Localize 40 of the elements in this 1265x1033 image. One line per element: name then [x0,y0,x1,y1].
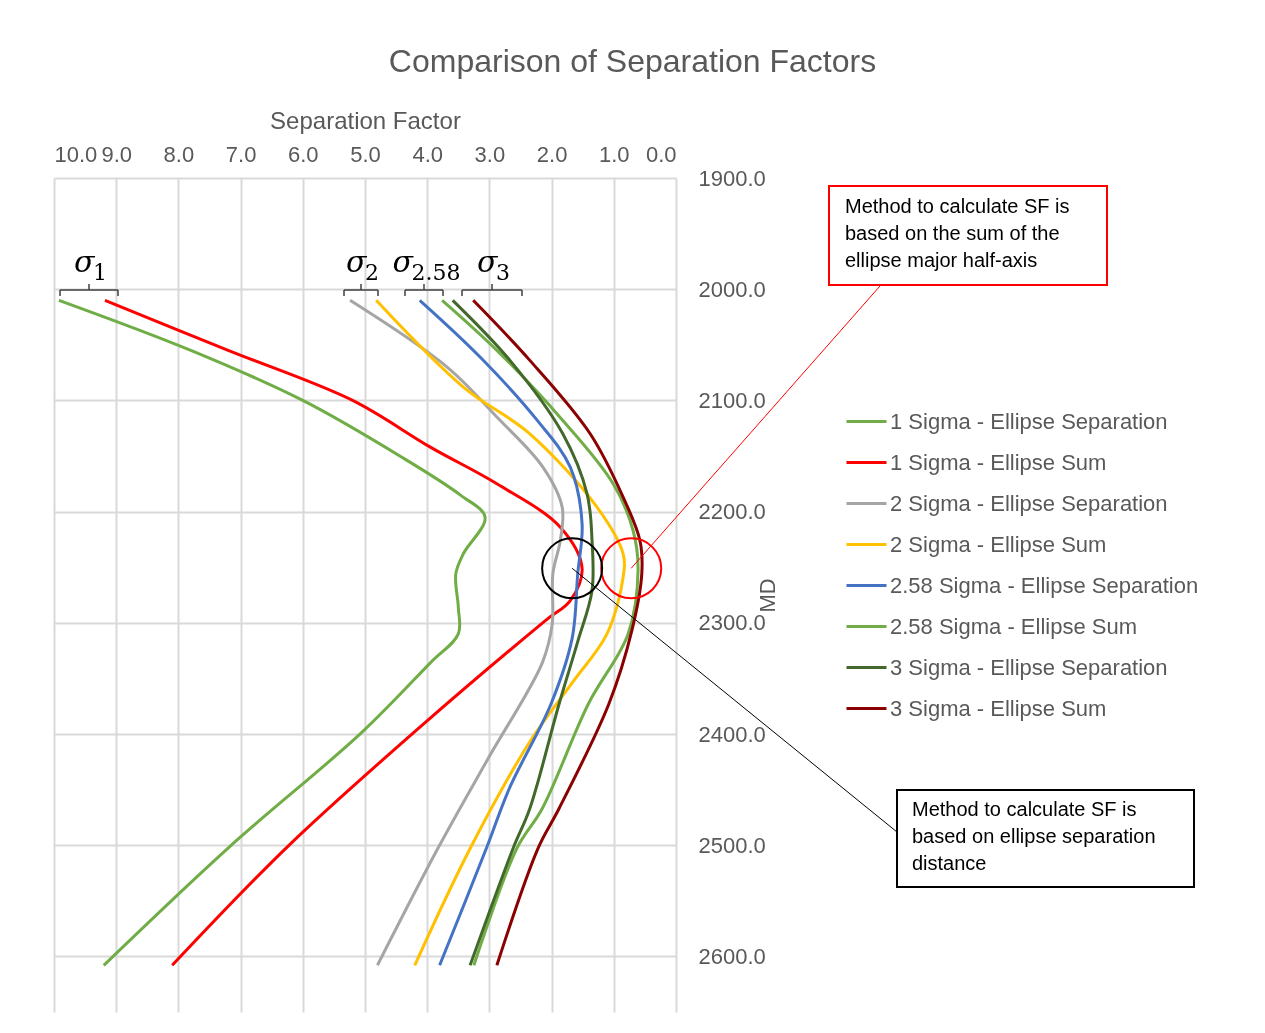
line-series [440,298,640,967]
y-tick-label: 2300.0 [698,610,766,636]
y-tick-label: 2100.0 [698,387,766,413]
legend-label: 2.58 Sigma - Ellipse Sum [890,613,1137,639]
legend-label: 3 Sigma - Ellipse Separation [890,654,1168,680]
y-tick-label: 1900.0 [698,165,766,191]
line-series [418,298,584,967]
annotation: Method to calculate SF is based on the sum of the ellipse major half-axis [845,195,1070,271]
line-series [451,298,595,967]
x-tick-label: 5.0 [350,141,381,167]
x-tick-label: 10.0 [54,141,98,167]
legend-label: 1 Sigma - Ellipse Sum [890,449,1107,475]
legend-label: 3 Sigma - Ellipse Sum [890,695,1107,721]
x-tick-label: 6.0 [288,141,319,167]
chart-title: Comparison of Separation Factors [388,43,877,79]
y-tick-label: 2500.0 [698,832,766,858]
x-tick-label: 3.0 [474,141,506,167]
line-series [57,298,487,967]
x-tick-label: 7.0 [225,141,257,167]
y-tick-label: 2200.0 [698,499,766,525]
y-tick-label: 2400.0 [698,721,766,747]
x-tick-label: 9.0 [101,141,132,167]
x-tick-label: 4.0 [412,141,443,167]
annotation: Method to calculate SF is based on ellipse separation distance [912,798,1156,874]
line-series [103,298,584,967]
x-tick-label: 8.0 [163,141,195,167]
x-tick-label: 2.0 [536,141,568,167]
line-series [471,298,644,967]
legend-label: 1 Sigma - Ellipse Separation [890,408,1168,434]
line-series [348,298,565,967]
x-axis-title: Separation Factor [270,106,461,134]
legend-label: 2 Sigma - Ellipse Separation [890,490,1168,516]
y-axis-title: MD [754,578,780,613]
line-series [374,298,626,967]
x-tick-label: 1.0 [599,141,630,167]
y-tick-label: 2000.0 [698,276,766,302]
y-tick-label: 2600.0 [698,943,766,969]
legend-label: 2 Sigma - Ellipse Sum [890,531,1107,557]
x-tick-label: 0.0 [645,141,677,167]
legend-label: 2.58 Sigma - Ellipse Separation [890,572,1199,598]
